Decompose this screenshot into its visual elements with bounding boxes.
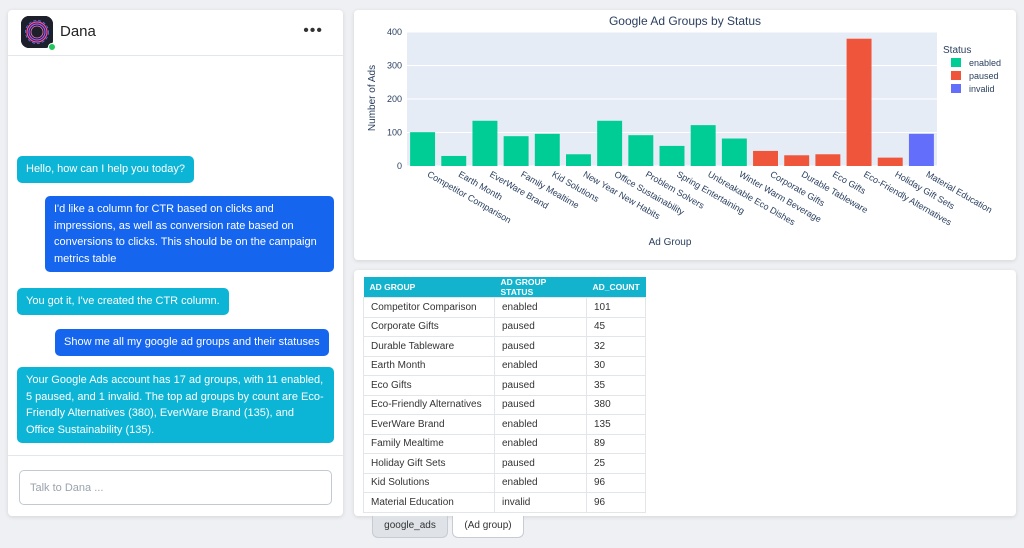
bar bbox=[659, 145, 685, 166]
ad-groups-table: AD GROUP AD GROUP STATUS AD_COUNT Compet… bbox=[363, 277, 647, 513]
table-row[interactable]: Family Mealtime enabled 89 bbox=[363, 433, 647, 454]
table-row[interactable]: Durable Tableware paused 32 bbox=[363, 336, 647, 357]
y-tick-label: 200 bbox=[387, 94, 402, 104]
bar bbox=[441, 155, 467, 166]
legend-item: invalid bbox=[969, 84, 995, 94]
table-cell: paused bbox=[494, 375, 587, 396]
table-cell: invalid bbox=[494, 492, 587, 513]
table-cell: enabled bbox=[494, 414, 587, 435]
bar bbox=[721, 138, 747, 166]
chat-panel: Dana ••• Hello, how can I help you today… bbox=[8, 10, 343, 516]
table-cell: Material Education bbox=[363, 492, 495, 513]
bar bbox=[815, 154, 841, 166]
tab-ad-group[interactable]: (Ad group) bbox=[452, 516, 524, 538]
column-header[interactable]: AD_COUNT bbox=[586, 277, 646, 298]
bar bbox=[472, 120, 498, 166]
y-tick-label: 400 bbox=[387, 27, 402, 37]
agent-name: Dana bbox=[60, 23, 96, 40]
bar bbox=[534, 133, 560, 166]
column-header[interactable]: AD GROUP STATUS bbox=[494, 277, 587, 298]
table-row[interactable]: Earth Month enabled 30 bbox=[363, 355, 647, 376]
chart-title: Google Ad Groups by Status bbox=[609, 14, 761, 28]
x-axis-label: Ad Group bbox=[649, 237, 692, 248]
chat-header: Dana ••• bbox=[8, 10, 343, 56]
table-cell: 96 bbox=[585, 472, 647, 493]
table-row[interactable]: Eco Gifts paused 35 bbox=[363, 375, 647, 396]
bar bbox=[597, 120, 623, 166]
y-tick-label: 300 bbox=[387, 61, 402, 71]
table-panel: AD GROUP AD GROUP STATUS AD_COUNT Compet… bbox=[354, 270, 1016, 516]
chat-message: Your Google Ads account has 17 ad groups… bbox=[17, 367, 334, 443]
agent-avatar-icon bbox=[21, 16, 53, 48]
table-cell: Holiday Gift Sets bbox=[363, 453, 495, 474]
bar bbox=[908, 133, 934, 166]
table-row[interactable]: Eco-Friendly Alternatives paused 380 bbox=[363, 394, 647, 415]
chat-input[interactable] bbox=[19, 470, 332, 505]
table-cell: enabled bbox=[494, 433, 587, 454]
table-cell: paused bbox=[494, 316, 587, 337]
online-status-dot bbox=[48, 43, 56, 51]
bar bbox=[628, 135, 654, 166]
table-cell: Eco Gifts bbox=[363, 375, 495, 396]
legend-item: paused bbox=[969, 71, 999, 81]
legend-title: Status bbox=[943, 45, 971, 56]
table-cell: paused bbox=[494, 336, 587, 357]
table-cell: 30 bbox=[585, 355, 647, 376]
chat-message: Hello, how can I help you today? bbox=[17, 156, 194, 183]
table-cell: 35 bbox=[585, 375, 647, 396]
table-cell: 45 bbox=[585, 316, 647, 337]
bar bbox=[784, 155, 810, 166]
chat-message: I'd like a column for CTR based on click… bbox=[45, 196, 334, 272]
y-tick-label: 0 bbox=[397, 161, 402, 171]
tab-google-ads[interactable]: google_ads bbox=[372, 516, 448, 538]
message-list: Hello, how can I help you today? I'd lik… bbox=[8, 56, 343, 456]
bar bbox=[690, 125, 716, 166]
table-row[interactable]: Corporate Gifts paused 45 bbox=[363, 316, 647, 337]
table-cell: Family Mealtime bbox=[363, 433, 495, 454]
chat-message: You got it, I've created the CTR column. bbox=[17, 288, 229, 315]
table-cell: enabled bbox=[494, 472, 587, 493]
more-options-icon[interactable]: ••• bbox=[303, 22, 323, 39]
table-cell: enabled bbox=[494, 355, 587, 376]
bar bbox=[566, 154, 591, 166]
table-cell: Earth Month bbox=[363, 355, 495, 376]
table-cell: 380 bbox=[585, 394, 647, 415]
y-tick-label: 100 bbox=[387, 128, 402, 138]
table-row[interactable]: Material Education invalid 96 bbox=[363, 492, 647, 513]
bar bbox=[410, 132, 436, 166]
bar-chart: Google Ad Groups by Status Number of Ads… bbox=[367, 14, 1001, 248]
bar bbox=[753, 150, 778, 166]
legend-swatch bbox=[951, 71, 961, 80]
table-cell: 135 bbox=[585, 414, 647, 435]
table-cell: Durable Tableware bbox=[363, 336, 495, 357]
table-cell: Competitor Comparison bbox=[363, 297, 495, 318]
bar bbox=[503, 136, 529, 166]
table-cell: 96 bbox=[585, 492, 647, 513]
table-row[interactable]: EverWare Brand enabled 135 bbox=[363, 414, 647, 435]
table-cell: Eco-Friendly Alternatives bbox=[363, 394, 495, 415]
legend-swatch bbox=[951, 58, 961, 67]
table-row[interactable]: Competitor Comparison enabled 101 bbox=[363, 297, 647, 318]
chart-panel: Google Ad Groups by Status Number of Ads… bbox=[354, 10, 1016, 260]
table-cell: 101 bbox=[585, 297, 647, 318]
bar bbox=[877, 157, 903, 166]
table-cell: enabled bbox=[494, 297, 587, 318]
legend-swatch bbox=[951, 84, 961, 93]
table-cell: 32 bbox=[585, 336, 647, 357]
table-row[interactable]: Kid Solutions enabled 96 bbox=[363, 472, 647, 493]
table-cell: Kid Solutions bbox=[363, 472, 495, 493]
table-cell: Corporate Gifts bbox=[363, 316, 495, 337]
legend-item: enabled bbox=[969, 58, 1001, 68]
column-header[interactable]: AD GROUP bbox=[363, 277, 495, 298]
table-cell: paused bbox=[494, 453, 587, 474]
chat-message: Show me all my google ad groups and thei… bbox=[55, 329, 329, 356]
bar bbox=[846, 38, 872, 167]
table-cell: 25 bbox=[585, 453, 647, 474]
table-cell: paused bbox=[494, 394, 587, 415]
y-axis-label: Number of Ads bbox=[367, 65, 378, 131]
table-cell: EverWare Brand bbox=[363, 414, 495, 435]
table-cell: 89 bbox=[585, 433, 647, 454]
table-row[interactable]: Holiday Gift Sets paused 25 bbox=[363, 453, 647, 474]
